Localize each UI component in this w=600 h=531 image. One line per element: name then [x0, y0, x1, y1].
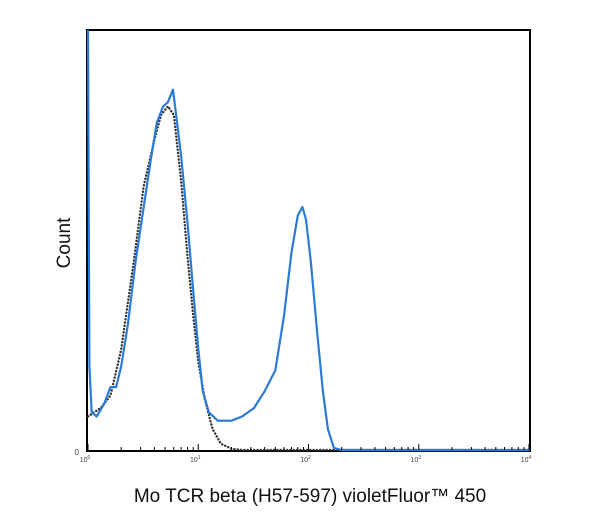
- x-tick-base: 10: [80, 457, 88, 464]
- x-axis-ticks: 100 101 102 103 104: [80, 444, 532, 464]
- x-tick-exponent: 3: [418, 455, 421, 461]
- x-tick-base: 10: [521, 457, 529, 464]
- y-axis-label: Count: [54, 217, 75, 268]
- x-tick-exponent: 1: [198, 455, 201, 461]
- series-line-isotype-dotted: [86, 105, 531, 452]
- series-layer: [86, 29, 531, 452]
- x-tick-label: 104: [521, 455, 532, 464]
- x-tick-base: 10: [300, 457, 308, 464]
- x-axis-label: Mo TCR beta (H57-597) violetFluor™ 450: [134, 486, 486, 507]
- series-line-stained-blue: [86, 29, 531, 452]
- y-tick-zero: 0: [75, 448, 80, 457]
- x-tick-exponent: 2: [308, 455, 311, 461]
- x-tick-label: 102: [300, 455, 311, 464]
- x-tick-exponent: 4: [529, 455, 532, 461]
- x-tick-label: 101: [190, 455, 201, 464]
- x-tick-label: 103: [410, 455, 421, 464]
- x-tick-base: 10: [410, 457, 418, 464]
- x-tick-label: 100: [80, 455, 91, 464]
- x-tick-exponent: 0: [88, 455, 91, 461]
- x-tick-base: 10: [190, 457, 198, 464]
